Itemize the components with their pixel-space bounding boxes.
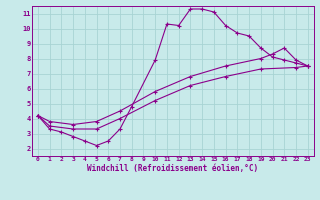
X-axis label: Windchill (Refroidissement éolien,°C): Windchill (Refroidissement éolien,°C) — [87, 164, 258, 173]
